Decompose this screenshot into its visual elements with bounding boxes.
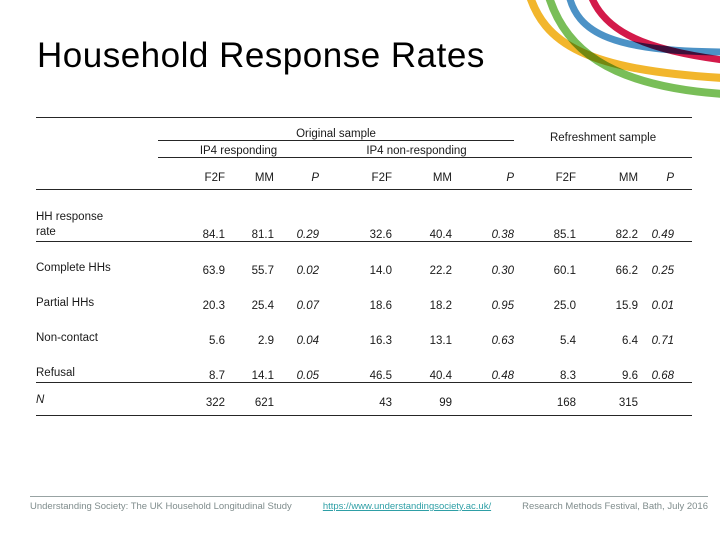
rate-value-cell: 13.1 — [429, 335, 452, 347]
rate-value-cell: 14.0 — [369, 265, 392, 277]
mode-column-header: P — [274, 157, 319, 190]
rate-value-cell: 82.2 — [576, 189, 639, 242]
mode-column-header: MM — [392, 157, 452, 190]
rate-value-cell: 63.9 — [202, 265, 225, 277]
ip4-responding-header: IP4 responding — [158, 140, 319, 158]
p-value-cell: 0.25 — [651, 265, 675, 277]
row-label: HH response rate — [36, 189, 158, 242]
rate-value-cell: 32.6 — [319, 189, 392, 242]
group-header-row: Original sample Refreshment sample — [36, 117, 693, 158]
rate-value-cell: 18.2 — [429, 300, 452, 312]
p-value-cell: 0.71 — [651, 335, 675, 347]
footer-website-link[interactable]: https://www.understandingsociety.ac.uk/ — [322, 501, 492, 512]
rate-value-cell: 9.6 — [576, 347, 639, 383]
p-value-cell: 0.95 — [491, 300, 515, 312]
response-rates-table-wrapper: Original sample Refreshment sample IP4 r… — [36, 117, 693, 416]
rate-value-cell: 99 — [392, 382, 452, 416]
row-label: Non-contact — [36, 332, 99, 345]
p-value-cell: 0.05 — [274, 347, 319, 383]
column-header-row: F2F MM P F2F MM P F2F MM P — [36, 157, 693, 190]
p-value-cell — [452, 382, 515, 416]
p-value-cell: 0.48 — [452, 347, 515, 383]
p-value-cell: 0.68 — [638, 347, 693, 383]
row-label: Refusal — [36, 347, 158, 383]
p-value-cell: 0.30 — [491, 265, 515, 277]
p-value-cell: 0.38 — [452, 189, 515, 242]
row-label: N — [36, 382, 158, 416]
mode-column-header: F2F — [514, 157, 577, 190]
rate-value-cell: 168 — [514, 382, 577, 416]
corner-cell — [36, 157, 158, 190]
mode-column-header: P — [452, 157, 515, 190]
rate-value-cell: 8.3 — [514, 347, 577, 383]
rate-value-cell: 15.9 — [615, 300, 639, 312]
mode-column-header: MM — [225, 157, 274, 190]
rate-value-cell: 66.2 — [615, 265, 639, 277]
swoosh-red-ribbon — [588, 0, 720, 64]
p-value-cell — [274, 382, 319, 416]
rate-value-cell: 2.9 — [258, 335, 274, 347]
footer-study-text: Understanding Society: The UK Household … — [30, 501, 292, 512]
corner-cell — [36, 118, 158, 141]
rate-value-cell: 43 — [319, 382, 392, 416]
refreshment-sample-header: Refreshment sample — [514, 117, 693, 158]
decorative-swoosh — [526, 0, 720, 98]
mode-column-header: F2F — [158, 157, 225, 190]
rate-value-cell: 40.4 — [392, 189, 452, 242]
p-value-cell: 0.01 — [651, 300, 675, 312]
p-value-cell: 0.49 — [638, 189, 693, 242]
table-row: Complete HHs 63.9 55.7 0.02 14.0 22.2 0.30 60.1… — [36, 242, 692, 277]
mode-column-header: F2F — [319, 157, 392, 190]
rate-value-cell: 25.0 — [553, 300, 577, 312]
table-row: Non-contact 5.6 2.9 0.04 16.3 13.1 0.63 5.4 6.4 0… — [36, 312, 692, 347]
rate-value-cell: 20.3 — [202, 300, 225, 312]
rate-value-cell: 85.1 — [514, 189, 577, 242]
rate-value-cell: 5.6 — [209, 335, 225, 347]
rate-value-cell: 18.6 — [369, 300, 392, 312]
rate-value-cell: 315 — [576, 382, 639, 416]
rate-value-cell: 22.2 — [429, 265, 452, 277]
rate-value-cell: 55.7 — [251, 265, 274, 277]
rate-value-cell: 25.4 — [251, 300, 274, 312]
p-value-cell: 0.07 — [296, 300, 319, 312]
swoosh-yellow-ribbon — [526, 0, 720, 82]
mode-column-header: P — [638, 157, 693, 190]
p-value-cell: 0.02 — [296, 265, 319, 277]
original-sample-header: Original sample — [158, 117, 515, 141]
rate-value-cell: 16.3 — [369, 335, 392, 347]
rate-value-cell: 5.4 — [560, 335, 577, 347]
ip4-non-responding-header: IP4 non-responding — [319, 140, 515, 158]
table-row: N 322 621 43 99 168 315 — [36, 382, 693, 416]
slide-footer: Understanding Society: The UK Household … — [30, 496, 708, 512]
corner-cell — [36, 141, 158, 158]
rate-value-cell: 621 — [225, 382, 274, 416]
row-label: Partial HHs — [36, 297, 95, 310]
rate-value-cell: 14.1 — [225, 347, 274, 383]
rate-value-cell: 6.4 — [622, 335, 639, 347]
table-row: Partial HHs 20.3 25.4 0.07 18.6 18.2 0.95 25.0 1… — [36, 277, 692, 312]
rate-value-cell: 322 — [158, 382, 225, 416]
rate-value-cell: 60.1 — [553, 265, 577, 277]
household-response-rates-table: Original sample Refreshment sample IP4 r… — [36, 117, 693, 416]
row-label: Complete HHs — [36, 262, 111, 275]
p-value-cell: 0.04 — [296, 335, 319, 347]
slide-title: Household Response Rates — [37, 36, 485, 75]
rate-value-cell: 84.1 — [158, 189, 225, 242]
mode-column-header: MM — [576, 157, 639, 190]
rate-value-cell: 8.7 — [158, 347, 225, 383]
subgroup-header-row: IP4 responding IP4 non-responding — [36, 140, 692, 158]
table-row: Refusal 8.7 14.1 0.05 46.5 40.4 0.48 8.3 9.6 0.68 — [36, 347, 693, 383]
footer-event-text: Research Methods Festival, Bath, July 20… — [522, 501, 708, 512]
p-value-cell: 0.29 — [274, 189, 319, 242]
table-row: HH response rate 84.1 81.1 0.29 32.6 40.4 0.38… — [36, 189, 693, 242]
rate-value-cell: 81.1 — [225, 189, 274, 242]
rate-value-cell: 46.5 — [319, 347, 392, 383]
p-value-cell: 0.63 — [491, 335, 515, 347]
p-value-cell — [638, 382, 693, 416]
rate-value-cell: 40.4 — [392, 347, 452, 383]
